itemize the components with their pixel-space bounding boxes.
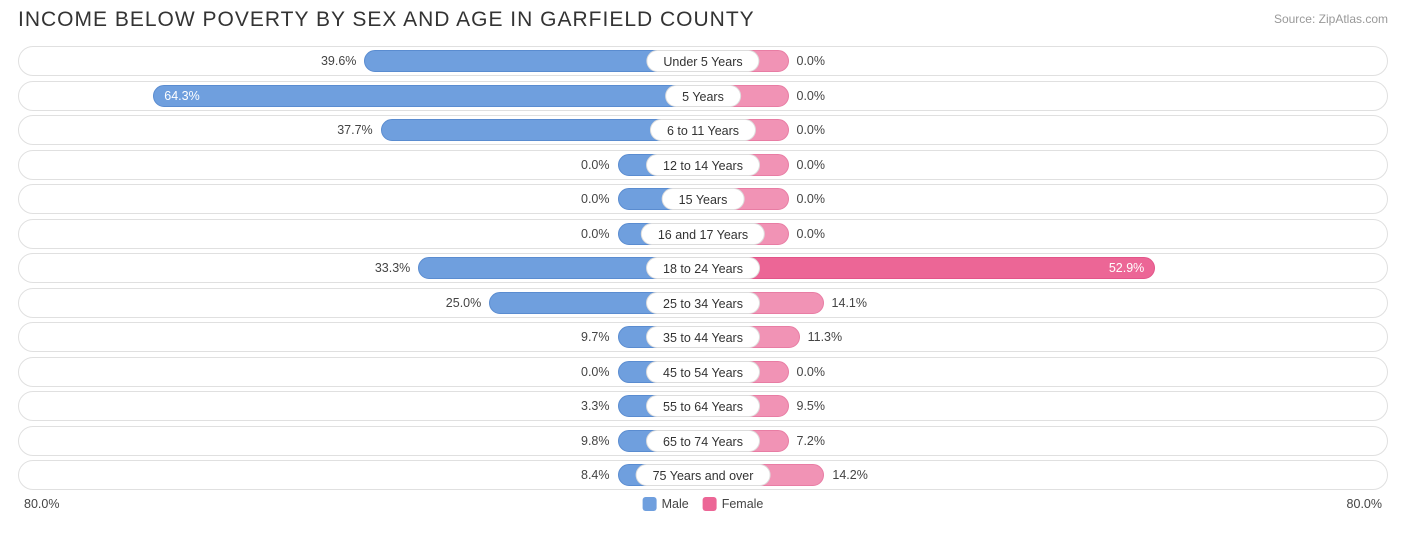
chart-row: 25.0% 14.1% 25 to 34 Years bbox=[18, 288, 1388, 318]
male-bar: 64.3% bbox=[153, 85, 703, 107]
female-bar: 52.9% bbox=[703, 257, 1155, 279]
age-category-label: 16 and 17 Years bbox=[641, 223, 765, 245]
chart-row: 0.0% 0.0% 45 to 54 Years bbox=[18, 357, 1388, 387]
female-value: 0.0% bbox=[797, 227, 826, 241]
axis-labels: 80.0% Male Female 80.0% bbox=[18, 495, 1388, 511]
male-value: 37.7% bbox=[337, 123, 372, 137]
age-category-label: 65 to 74 Years bbox=[646, 430, 760, 452]
chart-row: 37.7% 0.0% 6 to 11 Years bbox=[18, 115, 1388, 145]
age-category-label: 12 to 14 Years bbox=[646, 154, 760, 176]
legend: Male Female bbox=[643, 497, 764, 511]
male-value: 3.3% bbox=[581, 399, 610, 413]
axis-max-right: 80.0% bbox=[1347, 497, 1382, 511]
chart-title: INCOME BELOW POVERTY BY SEX AND AGE IN G… bbox=[18, 8, 755, 32]
female-value: 52.9% bbox=[1099, 261, 1154, 275]
male-value: 0.0% bbox=[581, 158, 610, 172]
age-category-label: 5 Years bbox=[665, 85, 741, 107]
female-value: 0.0% bbox=[797, 192, 826, 206]
age-category-label: 75 Years and over bbox=[636, 464, 771, 486]
female-value: 11.3% bbox=[808, 330, 843, 344]
male-value: 9.8% bbox=[581, 434, 610, 448]
chart-row: 9.7% 11.3% 35 to 44 Years bbox=[18, 322, 1388, 352]
age-category-label: 45 to 54 Years bbox=[646, 361, 760, 383]
legend-item-male: Male bbox=[643, 497, 689, 511]
male-value: 25.0% bbox=[446, 296, 481, 310]
female-value: 7.2% bbox=[797, 434, 826, 448]
diverging-bar-chart: 39.6% 0.0% Under 5 Years 64.3% 0.0% 5 Years 37… bbox=[18, 46, 1388, 490]
age-category-label: 6 to 11 Years bbox=[650, 119, 756, 141]
male-value: 0.0% bbox=[581, 365, 610, 379]
female-value: 0.0% bbox=[797, 158, 826, 172]
female-value: 9.5% bbox=[797, 399, 826, 413]
age-category-label: 25 to 34 Years bbox=[646, 292, 760, 314]
female-swatch-icon bbox=[703, 497, 717, 511]
legend-item-female: Female bbox=[703, 497, 764, 511]
chart-row: 9.8% 7.2% 65 to 74 Years bbox=[18, 426, 1388, 456]
legend-female-label: Female bbox=[722, 497, 764, 511]
axis-max-left: 80.0% bbox=[24, 497, 59, 511]
male-value: 0.0% bbox=[581, 192, 610, 206]
age-category-label: Under 5 Years bbox=[646, 50, 759, 72]
chart-row: 0.0% 0.0% 12 to 14 Years bbox=[18, 150, 1388, 180]
chart-row: 8.4% 14.2% 75 Years and over bbox=[18, 460, 1388, 490]
male-swatch-icon bbox=[643, 497, 657, 511]
chart-source: Source: ZipAtlas.com bbox=[1274, 8, 1388, 26]
male-value: 33.3% bbox=[375, 261, 410, 275]
chart-row: 33.3% 52.9% 18 to 24 Years bbox=[18, 253, 1388, 283]
male-value: 8.4% bbox=[581, 468, 610, 482]
age-category-label: 35 to 44 Years bbox=[646, 326, 760, 348]
chart-row: 3.3% 9.5% 55 to 64 Years bbox=[18, 391, 1388, 421]
female-value: 14.2% bbox=[832, 468, 867, 482]
age-category-label: 55 to 64 Years bbox=[646, 395, 760, 417]
chart-row: 0.0% 0.0% 16 and 17 Years bbox=[18, 219, 1388, 249]
chart-row: 64.3% 0.0% 5 Years bbox=[18, 81, 1388, 111]
male-value: 64.3% bbox=[154, 89, 209, 103]
female-value: 0.0% bbox=[797, 54, 826, 68]
female-value: 0.0% bbox=[797, 365, 826, 379]
male-value: 9.7% bbox=[581, 330, 610, 344]
female-value: 14.1% bbox=[832, 296, 867, 310]
age-category-label: 15 Years bbox=[662, 188, 745, 210]
male-value: 39.6% bbox=[321, 54, 356, 68]
chart-row: 39.6% 0.0% Under 5 Years bbox=[18, 46, 1388, 76]
male-value: 0.0% bbox=[581, 227, 610, 241]
age-category-label: 18 to 24 Years bbox=[646, 257, 760, 279]
legend-male-label: Male bbox=[662, 497, 689, 511]
chart-row: 0.0% 0.0% 15 Years bbox=[18, 184, 1388, 214]
female-value: 0.0% bbox=[797, 123, 826, 137]
female-value: 0.0% bbox=[797, 89, 826, 103]
